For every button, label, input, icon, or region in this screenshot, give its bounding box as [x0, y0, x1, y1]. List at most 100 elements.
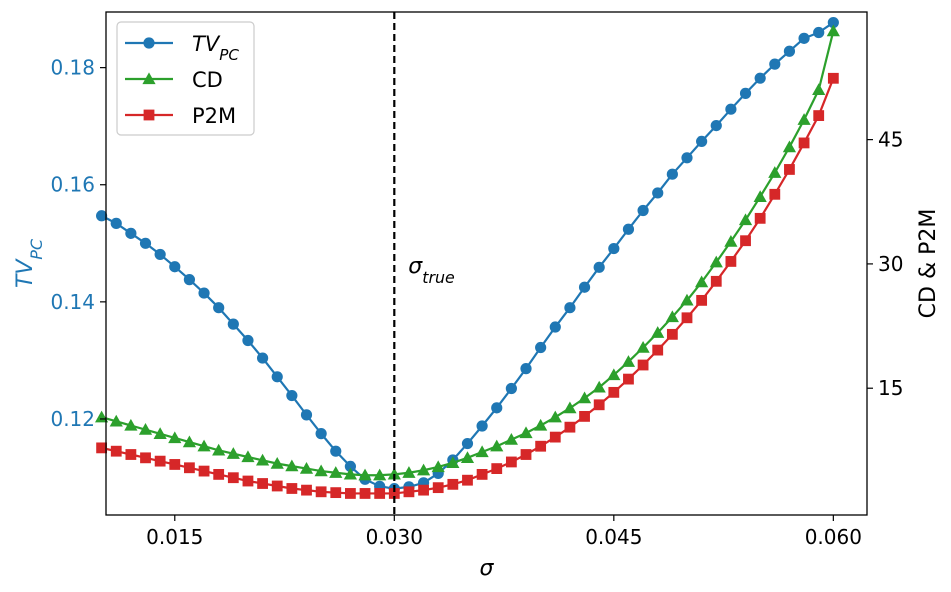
point-p2m-41: [696, 294, 708, 306]
point-p2m-12: [271, 480, 283, 492]
point-p2m-21: [403, 486, 415, 498]
point-tv-8: [213, 302, 225, 314]
legend-label-p2m: P2M: [192, 104, 236, 128]
point-tv-46: [769, 58, 781, 70]
point-p2m-25: [462, 474, 473, 486]
point-cd-43: [724, 234, 738, 247]
point-p2m-19: [374, 488, 386, 499]
point-tv-47: [783, 45, 796, 57]
point-cd-15: [314, 464, 328, 477]
point-p2m-4: [154, 455, 166, 467]
point-cd-37: [636, 341, 650, 353]
point-tv-33: [578, 281, 591, 293]
point-p2m-36: [623, 373, 634, 385]
point-tv-4: [154, 248, 166, 261]
point-cd-50: [826, 24, 840, 37]
point-cd-8: [212, 443, 226, 456]
point-p2m-27: [491, 463, 503, 474]
point-cd-48: [797, 113, 811, 125]
point-p2m-35: [608, 386, 620, 398]
point-p2m-18: [359, 488, 371, 499]
point-cd-47: [782, 140, 797, 153]
point-p2m-3: [140, 452, 151, 464]
point-cd-5: [168, 431, 182, 444]
legend-label-tv-sub: PC: [219, 46, 239, 64]
point-cd-34: [592, 380, 606, 393]
point-tv-15: [315, 428, 327, 440]
point-tv-16: [330, 445, 342, 457]
point-cd-11: [255, 453, 270, 466]
point-tv-38: [652, 187, 664, 199]
point-cd-9: [226, 447, 240, 459]
point-tv-10: [242, 334, 254, 347]
point-cd-39: [665, 310, 679, 323]
point-tv-3: [139, 237, 152, 249]
point-cd-7: [197, 439, 211, 452]
point-tv-31: [549, 321, 561, 333]
point-p2m-0: [96, 442, 108, 454]
point-tv-37: [637, 204, 649, 217]
point-cd-41: [695, 275, 709, 288]
y-right-tick-label-0: 15: [878, 376, 903, 400]
point-p2m-45: [754, 212, 766, 224]
point-p2m-10: [242, 475, 254, 487]
point-cd-38: [651, 326, 665, 338]
point-cd-10: [241, 450, 255, 463]
point-tv-14: [300, 409, 313, 421]
point-cd-28: [504, 432, 518, 445]
point-p2m-38: [652, 344, 664, 356]
point-cd-22: [416, 463, 431, 476]
point-tv-28: [505, 382, 517, 395]
point-p2m-39: [666, 328, 678, 340]
point-tv-0: [96, 210, 108, 222]
point-p2m-11: [257, 478, 268, 489]
point-p2m-17: [344, 488, 356, 499]
point-tv-48: [798, 32, 810, 44]
point-p2m-13: [286, 483, 298, 494]
true-sigma-label: σtrue: [408, 254, 455, 287]
point-tv-29: [520, 363, 532, 375]
point-tv-39: [666, 168, 678, 180]
point-tv-7: [198, 287, 210, 299]
legend-label-cd: CD: [192, 68, 223, 92]
point-cd-19: [373, 468, 387, 481]
point-p2m-15: [315, 486, 327, 498]
point-tv-5: [169, 261, 181, 273]
legend-label-tv: TVPC: [192, 32, 239, 64]
point-cd-2: [124, 418, 138, 431]
point-p2m-46: [769, 188, 781, 200]
point-cd-4: [153, 427, 167, 439]
legend-marker-tv: [143, 37, 155, 49]
true-sigma-label-sub: true: [422, 268, 455, 287]
point-cd-18: [358, 468, 372, 481]
point-p2m-14: [301, 484, 312, 496]
point-p2m-28: [505, 456, 517, 468]
point-cd-20: [387, 467, 401, 480]
point-cd-30: [534, 418, 548, 431]
axes-layer: 0.015 0.030 0.045 0.060 0.12 0.14 0.16 0.18 15 30…: [13, 56, 941, 581]
point-p2m-48: [798, 137, 810, 149]
point-tv-44: [739, 87, 752, 99]
legend-marker-cd: [142, 72, 156, 85]
point-p2m-34: [593, 399, 605, 411]
legend-label-p2m-main: P2M: [192, 104, 236, 128]
y-left-axis-title-main: TV: [13, 258, 38, 288]
point-p2m-16: [330, 487, 342, 499]
point-tv-32: [564, 302, 576, 314]
y-left-axis-title: TVPC: [13, 239, 46, 288]
point-cd-26: [475, 445, 489, 458]
point-cd-42: [709, 255, 723, 268]
point-p2m-33: [579, 410, 590, 422]
point-tv-27: [491, 402, 503, 414]
point-p2m-47: [784, 164, 795, 175]
point-p2m-37: [637, 359, 649, 371]
series-layer: [95, 16, 840, 499]
point-p2m-1: [110, 445, 122, 457]
point-tv-11: [256, 352, 269, 364]
point-cd-31: [548, 410, 562, 423]
point-cd-33: [577, 391, 592, 404]
point-cd-14: [299, 461, 314, 474]
y-right-tick-label-2: 45: [878, 128, 903, 152]
point-tv-17: [344, 460, 356, 472]
